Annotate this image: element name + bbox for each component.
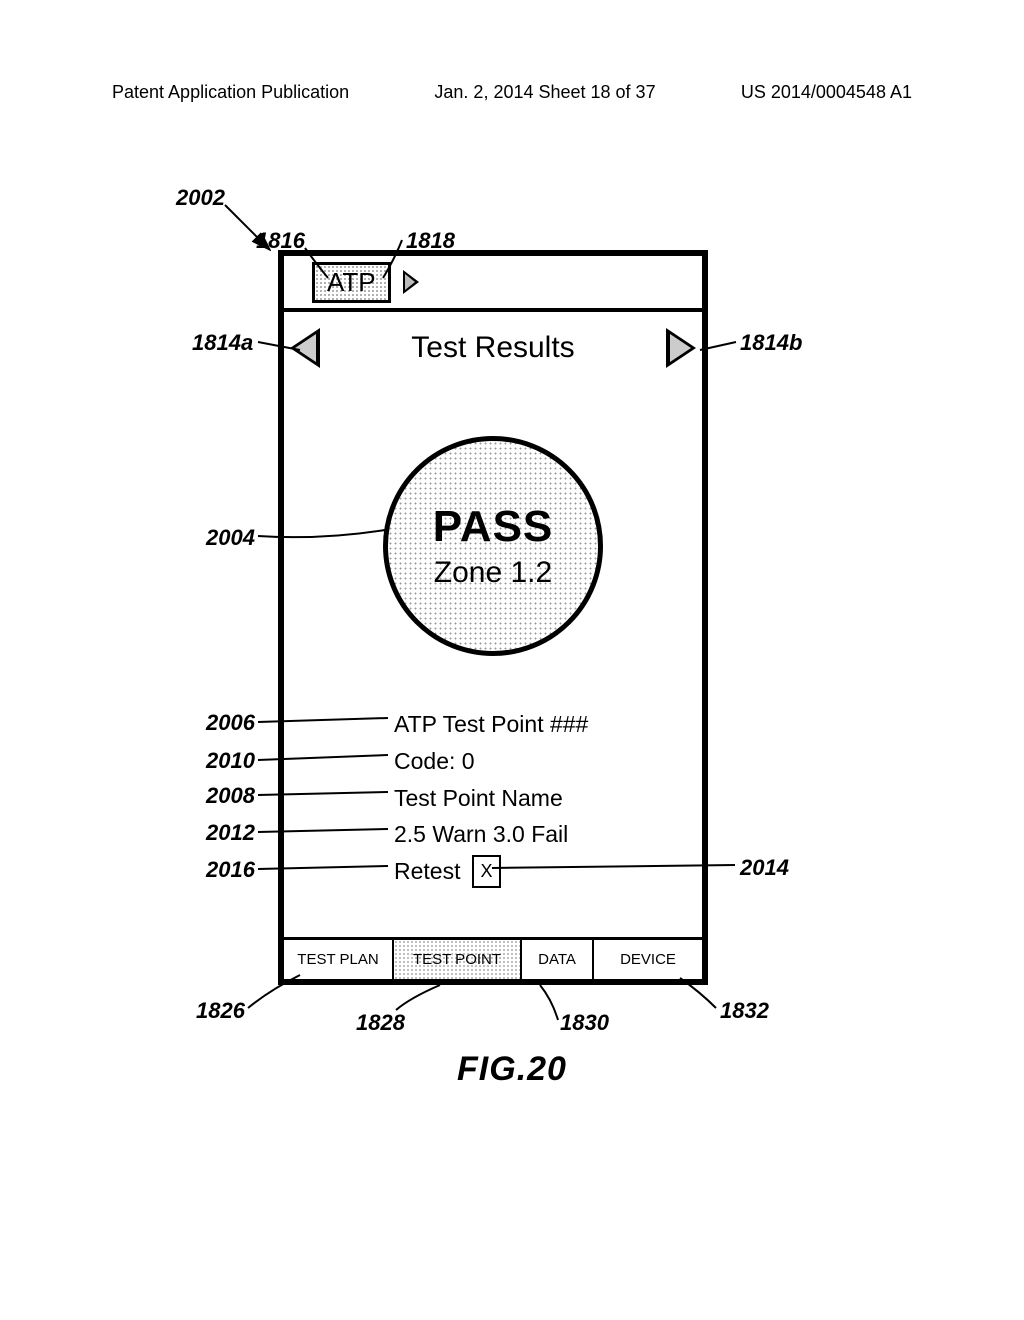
figure-caption: FIG.20 [457, 1050, 567, 1089]
leader-lines [0, 0, 1024, 1320]
patent-page: Patent Application Publication Jan. 2, 2… [0, 0, 1024, 1320]
